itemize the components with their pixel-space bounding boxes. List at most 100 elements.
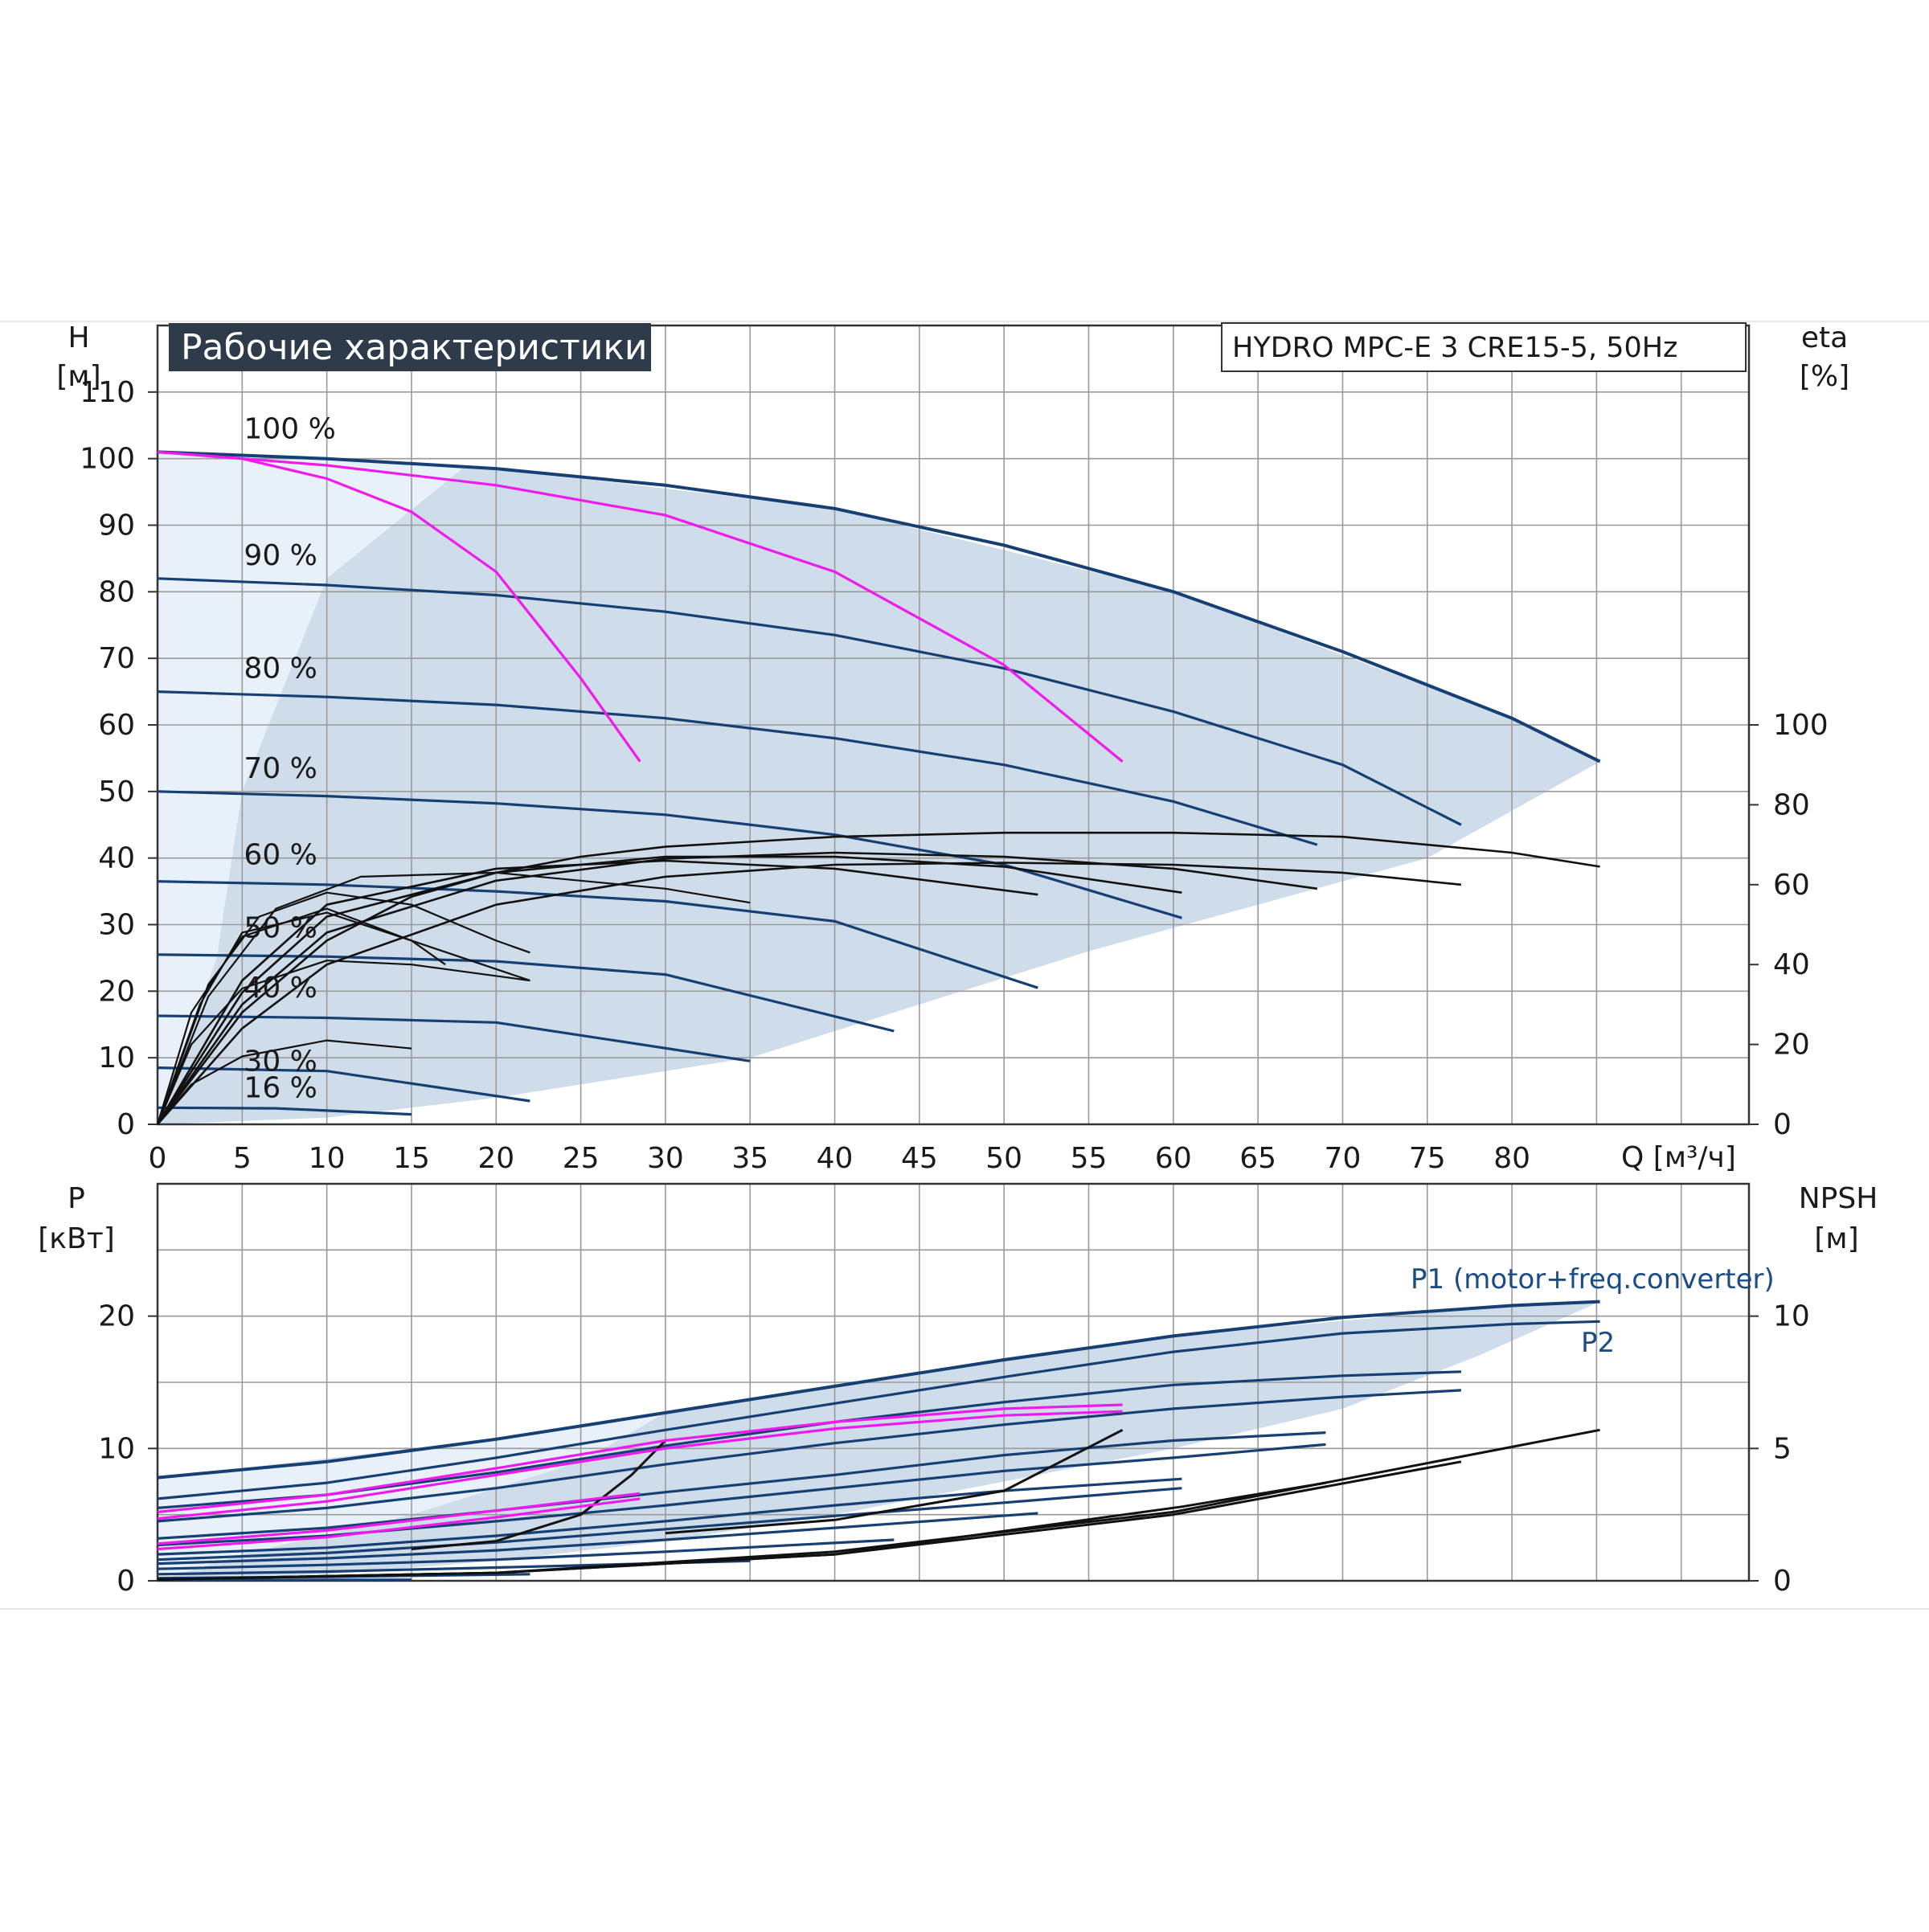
head-axis-label: H [68,321,89,354]
head-panel: 0 10 20 30 40 50 60 70 80 90 100 110 0 20 40 60 80 100 0 5 1… [80,324,1829,1175]
power-curve-3 [157,1389,1461,1523]
power-axis-label: P [68,1182,85,1215]
head-x-tick-label: 50 [985,1142,1022,1175]
head-y-tick-label: 50 [98,776,135,808]
head-y-tick-label: 100 [80,443,135,476]
npsh-curve-4 [665,1428,1124,1535]
efficiency-curve-5 [156,871,751,1125]
speed-label: 60 % [244,839,317,872]
head-curve-3 [157,790,1182,919]
power-tick-labels: 0 10 20 0 5 10 [98,1300,1810,1598]
head-x-tick-label: 10 [309,1142,346,1175]
power-curve-9 [157,1538,895,1570]
power-curve-1 [157,1320,1600,1500]
head-curve-8 [157,1106,412,1116]
head-axis-unit: [м] [56,360,100,393]
head-x-tick-label: 0 [149,1142,167,1175]
power-curve-12 [157,1578,412,1582]
power-magenta-curve-0 [157,1403,1123,1513]
head-y-tick-label: 60 [98,709,135,742]
efficiency-curve-0 [156,831,1600,1125]
head-y-tick-label: 20 [98,975,135,1008]
head-y-tick-label: 70 [98,642,135,675]
head-x-tick-label: 60 [1155,1142,1192,1175]
head-x-tick-label: 25 [563,1142,600,1175]
speed-label: 70 % [244,752,317,785]
power-y-tick-label: 20 [98,1300,135,1333]
efficiency-curve-1 [157,862,1462,1125]
head-x-tick-label: 75 [1409,1142,1446,1175]
power-area-fill [158,1301,1600,1581]
power-axis-unit: [кВт] [38,1222,115,1255]
head-y2-tick-label: 40 [1773,948,1810,981]
head-curve-6 [157,1014,751,1062]
head-x-tick-label: 55 [1071,1142,1108,1175]
head-x-tick-label: 35 [731,1142,768,1175]
head-y-tick-label: 80 [98,575,135,608]
efficiency-curve-2 [156,851,1318,1125]
head-y-tick-label: 0 [117,1108,135,1141]
head-operating-area [158,452,1600,1124]
head-magenta-curve-1 [157,450,1124,763]
head-y2-tick-label: 60 [1773,869,1810,902]
efficiency-curve-10 [157,1039,412,1125]
power-magenta-curve-1 [157,1410,1123,1521]
p1-annotation: P1 (motor+freq.converter) [1411,1263,1775,1296]
p2-annotation: P2 [1581,1327,1615,1359]
head-x-tick-label: 20 [477,1142,514,1175]
head-y-tick-label: 110 [80,376,135,409]
eta-axis-unit: [%] [1800,360,1849,393]
power-y2-tick-label: 10 [1773,1300,1810,1333]
efficiency-curves [156,831,1600,1125]
power-y-tick-label: 0 [117,1565,135,1598]
power-operating-area [158,1301,1600,1581]
head-y-tick-label: 90 [98,510,135,542]
head-area-fill [158,452,1600,1124]
speed-label: 80 % [244,653,317,686]
head-curve-1 [157,577,1462,826]
model-box [1221,322,1747,372]
power-magenta-curves [157,1403,1123,1551]
efficiency-curve-6 [156,891,530,1125]
efficiency-curve-4 [156,859,1038,1125]
power-y-tick-label: 10 [98,1432,135,1465]
head-x-tick-label: 15 [393,1142,430,1175]
power-curve-8 [157,1512,1038,1566]
speed-label: 90 % [244,539,317,572]
efficiency-curve-9 [156,960,530,1125]
head-x-tick-label: 65 [1239,1142,1276,1175]
chart-title: Рабочие характеристики [181,327,648,368]
speed-label: 30 % [244,1045,317,1078]
power-frame [156,1182,1751,1582]
head-x-tick-label: 40 [817,1142,854,1175]
head-y2-tick-label: 100 [1773,709,1829,742]
speed-label: 50 % [244,912,317,945]
power-curve-0 [157,1300,1600,1480]
head-x-tick-label: 30 [647,1142,684,1175]
page-bands [0,321,1929,1610]
head-curve-2 [157,690,1318,846]
head-y2-tick-label: 80 [1773,788,1810,821]
npsh-axis-unit: [м] [1814,1222,1858,1255]
npsh-axis-label: NPSH [1799,1182,1878,1215]
power-curve-4 [157,1431,1326,1540]
head-y-tick-label: 10 [98,1042,135,1074]
power-y2-tick-label: 0 [1773,1565,1792,1598]
head-area-light-fill [158,452,463,1124]
speed-label: 100 % [244,412,335,445]
title-box [169,323,651,371]
npsh-curve-3 [411,1439,666,1550]
speed-label: 40 % [244,972,317,1005]
power-panel: 0 10 20 0 5 10 [98,1182,1810,1598]
npsh-curve-2 [157,1481,1326,1581]
head-y2-tick-label: 20 [1773,1029,1810,1062]
flow-axis-label: Q [м³/ч] [1621,1141,1736,1174]
head-y-tick-label: 40 [98,842,135,875]
head-y-tick-label: 30 [98,909,135,942]
head-x-tick-label: 80 [1493,1142,1530,1175]
head-x-tick-label: 5 [233,1142,252,1175]
speed-labels: 100 % 90 % 80 % 70 % 60 % 50 % 40 % 30 %16 % [244,412,335,1104]
head-tick-labels: 0 10 20 30 40 50 60 70 80 90 100 110 0 20 40 60 80 100 0 5 1… [80,376,1828,1175]
power-magenta-curve-3 [157,1497,641,1551]
